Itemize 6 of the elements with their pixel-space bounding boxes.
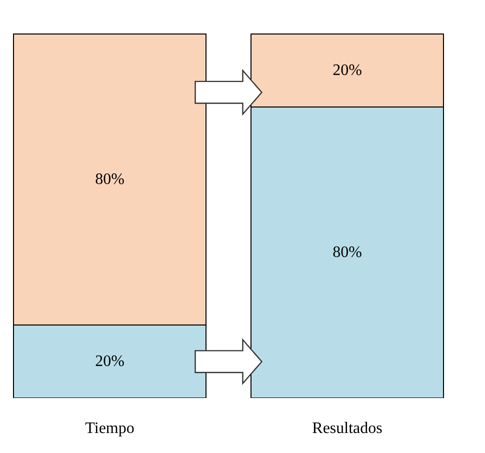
data-label: 80% [332, 244, 362, 261]
data-label: 20% [332, 62, 362, 80]
x-tick-label: Tiempo [85, 420, 134, 437]
x-tick-label: Resultados [312, 420, 382, 437]
data-label: 80% [95, 171, 124, 188]
data-label: 20% [95, 353, 124, 370]
